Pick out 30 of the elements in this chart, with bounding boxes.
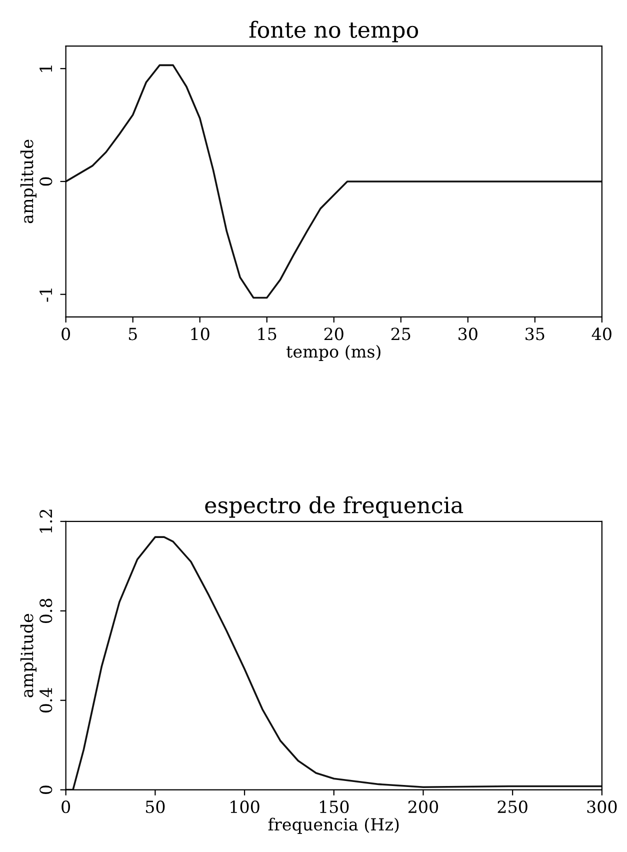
x-tick-label: 5 (128, 328, 137, 340)
y-tick-label: 1 (40, 66, 52, 72)
y-tick-label: -1 (40, 288, 52, 302)
chart-title: fonte no tempo (249, 20, 418, 42)
y-tick-label: 0.8 (40, 598, 52, 624)
line-series (66, 64, 602, 299)
x-tick-label: 40 (592, 328, 612, 340)
x-tick-label: 10 (191, 328, 210, 340)
x-tick-label: 15 (258, 328, 276, 340)
x-tick-label: 30 (458, 328, 478, 340)
x-tick-label: 150 (320, 800, 349, 814)
y-tick-label: 0 (40, 177, 52, 186)
x-tick-label: 100 (230, 800, 260, 814)
x-tick-label: 300 (587, 800, 617, 814)
x-axis-title: frequencia (Hz) (268, 818, 399, 834)
x-tick-label: 0 (62, 800, 70, 814)
y-axis-title: amplitude (20, 614, 37, 698)
y-tick-label: 0 (40, 786, 52, 794)
y-tick-label: 1.2 (40, 510, 52, 533)
x-tick-label: 200 (408, 800, 438, 814)
x-tick-label: 250 (498, 800, 528, 814)
y-axis-title: amplitude (20, 140, 37, 224)
chart-title: espectro de frequencia (205, 496, 464, 518)
y-tick-label: 0.4 (40, 688, 52, 712)
x-tick-label: 20 (324, 328, 344, 340)
x-tick-label: 25 (391, 328, 410, 340)
x-tick-label: 35 (526, 328, 544, 340)
x-tick-label: 50 (146, 800, 165, 814)
x-tick-label: 0 (62, 328, 70, 340)
x-axis-title: tempo (ms) (286, 344, 380, 362)
